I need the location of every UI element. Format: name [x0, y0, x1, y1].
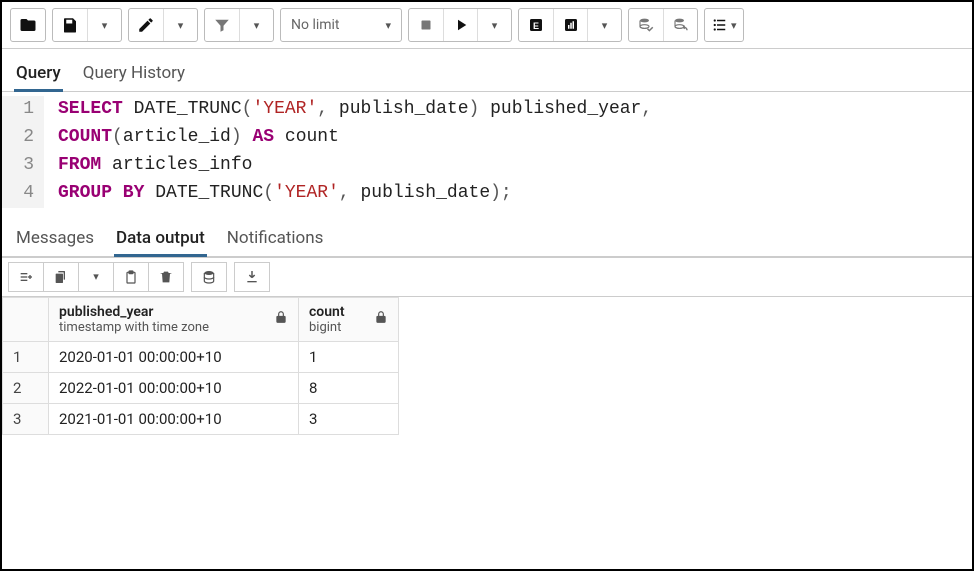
save-group: ▾: [52, 8, 122, 42]
save-button[interactable]: [53, 9, 87, 41]
copy-button[interactable]: [43, 262, 79, 292]
explain-icon: E: [527, 16, 545, 34]
column-type: timestamp with time zone: [59, 320, 209, 335]
table-row[interactable]: 32021-01-01 00:00:00+103: [3, 403, 399, 434]
table-corner: [3, 297, 49, 341]
query-tabs: Query Query History: [2, 49, 972, 92]
download-icon: [244, 269, 260, 285]
row-number: 3: [3, 403, 49, 434]
chevron-down-icon: ▾: [178, 19, 184, 32]
explain-group: E ▾: [518, 8, 622, 42]
list-icon: [711, 16, 729, 34]
folder-icon: [19, 16, 37, 34]
copy-icon: [53, 269, 69, 285]
main-toolbar: ▾ ▾ ▾ No limit ▾ ▾ E ▾: [2, 2, 972, 49]
chevron-down-icon: ▾: [385, 19, 391, 32]
rollback-button[interactable]: [663, 9, 697, 41]
tab-query-history[interactable]: Query History: [81, 57, 187, 91]
copy-dropdown[interactable]: ▾: [78, 262, 114, 292]
tab-messages[interactable]: Messages: [14, 222, 96, 256]
run-group: ▾: [408, 8, 512, 42]
explain-dropdown[interactable]: ▾: [587, 9, 621, 41]
download-button[interactable]: [234, 262, 270, 292]
pencil-icon: [137, 16, 155, 34]
save-data-button[interactable]: [191, 262, 227, 292]
table-cell[interactable]: 2021-01-01 00:00:00+10: [49, 403, 299, 434]
limit-label: No limit: [291, 17, 340, 33]
trash-icon: [158, 269, 174, 285]
svg-text:E: E: [533, 21, 539, 31]
filter-dropdown[interactable]: ▾: [239, 9, 273, 41]
edit-button[interactable]: [129, 9, 163, 41]
results-table: published_yeartimestamp with time zoneco…: [2, 297, 399, 435]
tx-group: [628, 8, 698, 42]
open-file-button[interactable]: [11, 9, 45, 41]
edit-dropdown[interactable]: ▾: [163, 9, 197, 41]
editor-code[interactable]: SELECT DATE_TRUNC('YEAR', publish_date) …: [44, 96, 652, 208]
delete-button[interactable]: [148, 262, 184, 292]
table-cell[interactable]: 2022-01-01 00:00:00+10: [49, 372, 299, 403]
database-check-icon: [637, 16, 655, 34]
open-group: [10, 8, 46, 42]
limit-group: No limit ▾: [280, 8, 402, 42]
table-cell[interactable]: 1: [299, 341, 399, 372]
macros-group: ▾: [704, 8, 744, 42]
sql-editor[interactable]: 1234 SELECT DATE_TRUNC('YEAR', publish_d…: [2, 92, 972, 218]
column-type: bigint: [309, 320, 345, 335]
database-save-icon: [201, 269, 217, 285]
explain-button[interactable]: E: [519, 9, 553, 41]
chevron-down-icon: ▾: [93, 270, 99, 283]
run-button[interactable]: [443, 9, 477, 41]
chevron-down-icon: ▾: [254, 19, 260, 32]
add-row-button[interactable]: [8, 262, 44, 292]
stop-button[interactable]: [409, 9, 443, 41]
database-undo-icon: [672, 16, 690, 34]
clipboard-icon: [123, 269, 139, 285]
row-number: 2: [3, 372, 49, 403]
result-tabs: Messages Data output Notifications: [2, 218, 972, 257]
chevron-down-icon: ▾: [492, 19, 498, 32]
lock-icon: [374, 310, 388, 328]
column-header[interactable]: countbigint: [299, 297, 399, 341]
column-name: published_year: [59, 304, 209, 320]
chevron-down-icon: ▾: [731, 19, 737, 32]
result-toolbar: ▾: [2, 257, 972, 297]
analyze-button[interactable]: [553, 9, 587, 41]
table-row[interactable]: 22022-01-01 00:00:00+108: [3, 372, 399, 403]
editor-gutter: 1234: [2, 96, 44, 208]
limit-select[interactable]: No limit ▾: [281, 9, 401, 41]
analyze-icon: [562, 16, 580, 34]
save-icon: [61, 16, 79, 34]
chevron-down-icon: ▾: [602, 19, 608, 32]
tab-notifications[interactable]: Notifications: [225, 222, 326, 256]
edit-group: ▾: [128, 8, 198, 42]
row-number: 1: [3, 341, 49, 372]
tab-data-output[interactable]: Data output: [114, 222, 207, 256]
stop-icon: [417, 16, 435, 34]
add-row-icon: [18, 269, 34, 285]
macros-button[interactable]: ▾: [705, 9, 743, 41]
tab-query[interactable]: Query: [14, 57, 63, 91]
table-cell[interactable]: 2020-01-01 00:00:00+10: [49, 341, 299, 372]
filter-button[interactable]: [205, 9, 239, 41]
paste-button[interactable]: [113, 262, 149, 292]
table-cell[interactable]: 3: [299, 403, 399, 434]
save-dropdown[interactable]: ▾: [87, 9, 121, 41]
play-icon: [452, 16, 470, 34]
filter-group: ▾: [204, 8, 274, 42]
filter-icon: [213, 16, 231, 34]
commit-button[interactable]: [629, 9, 663, 41]
column-header[interactable]: published_yeartimestamp with time zone: [49, 297, 299, 341]
lock-icon: [274, 310, 288, 328]
run-dropdown[interactable]: ▾: [477, 9, 511, 41]
chevron-down-icon: ▾: [102, 19, 108, 32]
column-name: count: [309, 304, 345, 320]
table-cell[interactable]: 8: [299, 372, 399, 403]
table-row[interactable]: 12020-01-01 00:00:00+101: [3, 341, 399, 372]
